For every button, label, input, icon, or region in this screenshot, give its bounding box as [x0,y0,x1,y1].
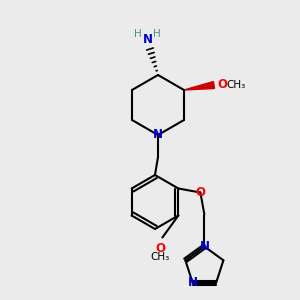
Text: N: N [143,33,153,46]
Text: N: N [200,240,209,253]
Text: O: O [217,79,227,92]
Text: N: N [188,276,198,289]
Text: O: O [155,242,165,254]
Text: O: O [195,186,206,199]
Polygon shape [184,82,214,90]
Text: H: H [153,29,161,39]
Text: N: N [153,128,163,142]
Text: CH₃: CH₃ [226,80,245,90]
Text: H: H [134,29,142,39]
Text: CH₃: CH₃ [151,251,170,262]
